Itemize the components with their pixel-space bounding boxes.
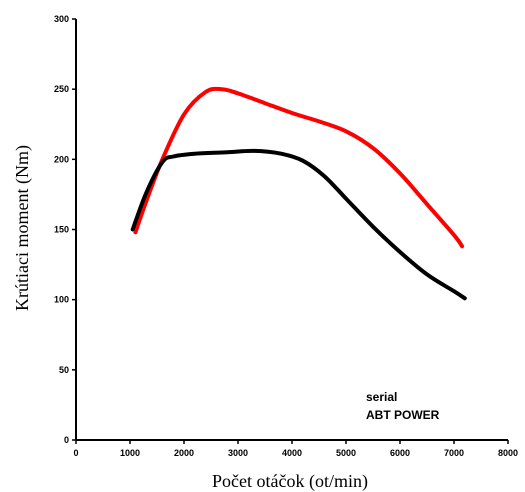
y-tick-label: 300 bbox=[54, 14, 69, 24]
x-tick-label: 0 bbox=[73, 448, 78, 458]
x-axis-label: Počet otáčok (ot/min) bbox=[212, 471, 368, 492]
series-line-red bbox=[133, 86, 465, 249]
y-tick-label: 50 bbox=[59, 365, 69, 375]
legend-entry-serial: serial bbox=[366, 390, 397, 404]
y-tick-label: 100 bbox=[54, 295, 69, 305]
axes: 0 1000 2000 3000 4000 5000 6000 7000 8000 0 50 100 1… bbox=[54, 14, 518, 458]
x-tick-label: 1000 bbox=[120, 448, 140, 458]
series-group bbox=[130, 86, 467, 301]
x-tick-label: 2000 bbox=[174, 448, 194, 458]
x-tick-label: 8000 bbox=[498, 448, 518, 458]
series-line-black bbox=[130, 148, 467, 301]
x-tick-label: 6000 bbox=[390, 448, 410, 458]
legend: serial ABT POWER bbox=[366, 390, 440, 422]
x-tick-label: 4000 bbox=[282, 448, 302, 458]
y-tick-label: 0 bbox=[64, 435, 69, 445]
y-tick-label: 200 bbox=[54, 154, 69, 164]
y-tick-label: 150 bbox=[54, 225, 69, 235]
legend-entry-abt-power: ABT POWER bbox=[366, 408, 440, 422]
y-tick-label: 250 bbox=[54, 84, 69, 94]
y-axis-label: Krútiaci moment (Nm) bbox=[12, 145, 33, 311]
x-tick-label: 5000 bbox=[336, 448, 356, 458]
x-tick-label: 3000 bbox=[228, 448, 248, 458]
x-tick-label: 7000 bbox=[444, 448, 464, 458]
